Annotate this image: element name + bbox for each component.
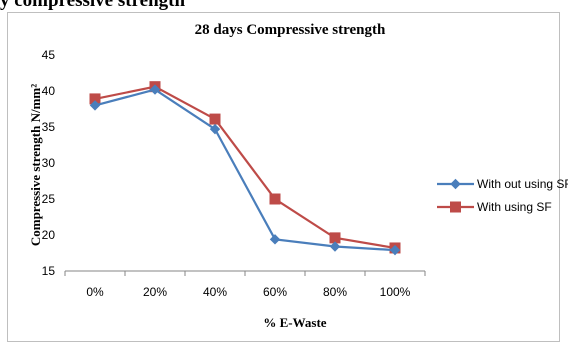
y-tick-label: 25 xyxy=(42,192,56,206)
x-tick-label: 80% xyxy=(323,285,347,299)
x-tick-label: 40% xyxy=(203,285,227,299)
data-point xyxy=(389,244,401,256)
legend-marker xyxy=(450,178,461,190)
y-tick-label: 30 xyxy=(42,156,56,170)
series-with-sf xyxy=(89,81,401,254)
y-tick-label: 35 xyxy=(42,120,56,134)
y-tick-label: 15 xyxy=(42,264,56,278)
x-tick-label: 60% xyxy=(263,285,287,299)
series-line xyxy=(94,88,396,252)
data-point xyxy=(329,241,341,252)
x-tick-label: 0% xyxy=(86,285,104,299)
y-tick-label: 45 xyxy=(42,48,56,62)
y-axis-ticks: 15 20 25 30 35 40 45 xyxy=(42,48,56,278)
series-without-sf xyxy=(89,84,401,256)
top-heading-fragment: y compressive strength xyxy=(0,0,568,10)
data-point xyxy=(209,123,221,135)
y-tick-label: 20 xyxy=(42,228,56,242)
series-line xyxy=(94,85,396,250)
legend-marker xyxy=(450,201,461,213)
data-point xyxy=(209,113,221,125)
y-tick-label: 40 xyxy=(42,84,56,98)
legend-label: With out using SF xyxy=(477,177,568,191)
data-point xyxy=(269,193,281,205)
legend: With out using SF With using SF xyxy=(437,177,568,214)
legend-item: With out using SF xyxy=(437,177,568,191)
y-axis-title: Compressive strength N/mm² xyxy=(28,84,43,246)
x-tick-label: 100% xyxy=(380,285,411,299)
chart-frame xyxy=(7,12,560,342)
series-layer xyxy=(89,81,401,256)
data-point xyxy=(89,100,101,111)
legend-label: With using SF xyxy=(477,200,552,214)
x-tick-label: 20% xyxy=(143,285,167,299)
chart-title: 28 days Compressive strength xyxy=(195,22,386,38)
data-point xyxy=(149,84,161,95)
x-axis-ticks: 0% 20% 40% 60% 80% 100% xyxy=(64,271,426,299)
legend-item: With using SF xyxy=(437,200,552,214)
data-point xyxy=(269,234,281,245)
x-axis-title: % E-Waste xyxy=(263,315,326,330)
